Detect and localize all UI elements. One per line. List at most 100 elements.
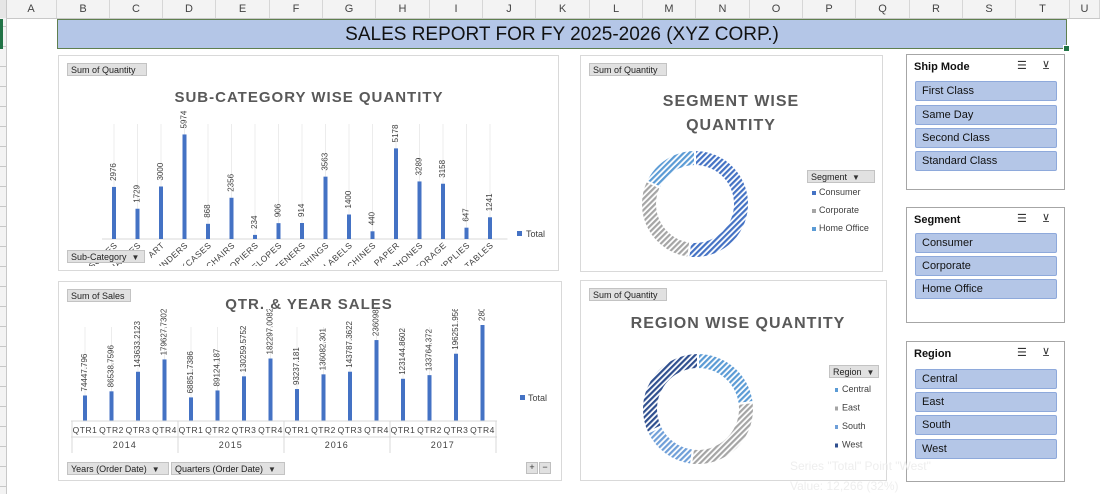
row-header-divider	[0, 366, 6, 367]
multi-select-icon[interactable]: ☰	[1017, 347, 1027, 359]
bar	[347, 214, 351, 239]
clear-filter-icon[interactable]: ⊻	[1042, 60, 1051, 72]
region-slicer[interactable]: Region ☰ ⊻ Central East South West	[906, 341, 1065, 482]
donut-slice-corporate	[640, 179, 692, 259]
row-header-divider	[0, 406, 6, 407]
ship-mode-slicer[interactable]: Ship Mode ☰ ⊻ First Class Same Day Secon…	[906, 54, 1065, 190]
legend-label: Home Office	[819, 223, 869, 233]
column-header-g[interactable]: G	[323, 0, 376, 18]
quarter-label: QTR2	[311, 425, 336, 435]
slicer-header: Region	[914, 348, 952, 360]
legend-swatch	[517, 231, 522, 236]
column-header-a[interactable]: A	[6, 0, 57, 18]
column-header-b[interactable]: B	[57, 0, 110, 18]
data-label: 179627.7302	[160, 309, 169, 355]
tooltip-value: Value: 12,266 (32%)	[790, 479, 899, 493]
field-button-label: Sum of Quantity	[71, 65, 136, 75]
column-header-f[interactable]: F	[270, 0, 323, 18]
slicer-item-east[interactable]: East	[915, 392, 1057, 412]
bar	[83, 395, 87, 421]
clear-filter-icon[interactable]: ⊻	[1042, 347, 1051, 359]
slicer-item-second-class[interactable]: Second Class	[915, 128, 1057, 148]
dropdown-arrow-icon: ▼	[852, 173, 860, 182]
subcategory-axis-button[interactable]: Sub-Category ▼	[67, 250, 145, 263]
segment-legend-button[interactable]: Segment ▼	[807, 170, 875, 183]
field-button-label: Sum of Quantity	[593, 65, 658, 75]
field-button-label: Sum of Sales	[71, 291, 125, 301]
column-header-p[interactable]: P	[803, 0, 856, 18]
column-header-s[interactable]: S	[963, 0, 1016, 18]
year-label: 2017	[431, 440, 455, 450]
column-header-u[interactable]: U	[1070, 0, 1100, 18]
sales-chart-panel[interactable]: Sum of Sales QTR. & YEAR SALES 74447.796…	[58, 281, 562, 481]
slicer-item-consumer[interactable]: Consumer	[915, 233, 1057, 253]
bar	[348, 371, 352, 421]
slicer-item-home-office[interactable]: Home Office	[915, 279, 1057, 299]
sum-sales-field-button[interactable]: Sum of Sales	[67, 289, 131, 302]
column-header-k[interactable]: K	[536, 0, 590, 18]
years-field-button[interactable]: Years (Order Date) ▼	[67, 462, 169, 475]
data-label: 3158	[438, 159, 447, 177]
column-header-n[interactable]: N	[696, 0, 750, 18]
data-label: 906	[274, 203, 283, 217]
dropdown-arrow-icon: ▼	[866, 368, 875, 377]
segment-slicer[interactable]: Segment ☰ ⊻ Consumer Corporate Home Offi…	[906, 207, 1065, 323]
subcategory-chart-panel[interactable]: Sum of Quantity SUB-CATEGORY WISE QUANTI…	[58, 55, 559, 271]
data-label: 143787.3622	[345, 320, 354, 367]
legend-swatch	[835, 425, 838, 429]
region-legend-button[interactable]: Region ▼	[829, 365, 879, 378]
year-label: 2016	[325, 440, 349, 450]
multi-select-icon[interactable]: ☰	[1017, 60, 1027, 72]
sum-quantity-field-button[interactable]: Sum of Quantity	[589, 63, 667, 76]
chart-title: REGION WISE QUANTITY	[630, 315, 846, 332]
multi-select-icon[interactable]: ☰	[1017, 213, 1027, 225]
slicer-item-corporate[interactable]: Corporate	[915, 256, 1057, 276]
data-label: 136082.301	[319, 328, 328, 371]
bar	[206, 223, 210, 239]
sum-quantity-field-button[interactable]: Sum of Quantity	[589, 288, 667, 301]
bar	[215, 390, 220, 421]
fill-handle[interactable]	[1063, 45, 1070, 52]
slicer-item-same-day[interactable]: Same Day	[915, 105, 1057, 125]
column-header-l[interactable]: L	[590, 0, 643, 18]
legend-swatch	[812, 209, 816, 213]
quarters-button-label: Quarters (Order Date)	[175, 464, 264, 474]
collapse-field-button[interactable]: −	[539, 462, 551, 474]
legend-swatch	[520, 395, 525, 400]
column-header-r[interactable]: R	[910, 0, 963, 18]
legend-swatch	[835, 443, 838, 448]
column-header-e[interactable]: E	[216, 0, 270, 18]
slicer-header: Segment	[914, 214, 961, 226]
data-label: 86538.7596	[107, 345, 116, 388]
column-header-o[interactable]: O	[750, 0, 803, 18]
column-header-c[interactable]: C	[110, 0, 163, 18]
column-header-h[interactable]: H	[376, 0, 430, 18]
column-header-q[interactable]: Q	[856, 0, 910, 18]
column-header-d[interactable]: D	[163, 0, 216, 18]
column-header-t[interactable]: T	[1016, 0, 1070, 18]
clear-filter-icon[interactable]: ⊻	[1042, 213, 1051, 225]
sum-quantity-field-button[interactable]: Sum of Quantity	[67, 63, 147, 76]
slicer-item-central[interactable]: Central	[915, 369, 1057, 389]
slicer-item-standard-class[interactable]: Standard Class	[915, 151, 1057, 171]
legend-button-label: Segment	[811, 172, 848, 182]
column-header-m[interactable]: M	[643, 0, 696, 18]
legend-label: Total	[528, 393, 547, 403]
column-header-j[interactable]: J	[483, 0, 536, 18]
slicer-item-first-class[interactable]: First Class	[915, 81, 1057, 101]
column-header-i[interactable]: I	[430, 0, 483, 18]
region-chart-panel[interactable]: Sum of Quantity REGION WISE QUANTITY Cen…	[580, 280, 887, 481]
donut-slice-central	[697, 351, 755, 406]
quarters-field-button[interactable]: Quarters (Order Date) ▼	[171, 462, 285, 475]
legend-label: Corporate	[819, 205, 859, 215]
slicer-item-south[interactable]: South	[915, 415, 1057, 435]
data-label: 280054.067	[478, 309, 487, 321]
subcategory-bar-chart: 2976ACCESSORIES1729APPLIANCES3000ART5974…	[63, 110, 545, 266]
select-all-corner[interactable]	[0, 0, 7, 18]
slicer-item-west[interactable]: West	[915, 439, 1057, 459]
expand-field-button[interactable]: +	[526, 462, 538, 474]
report-title-cell[interactable]: SALES REPORT FOR FY 2025-2026 (XYZ CORP.…	[57, 19, 1070, 52]
bar	[370, 231, 375, 239]
segment-chart-panel[interactable]: Sum of Quantity SEGMENT WISE QUANTITY Co…	[580, 55, 883, 272]
row-header-divider	[0, 426, 6, 427]
